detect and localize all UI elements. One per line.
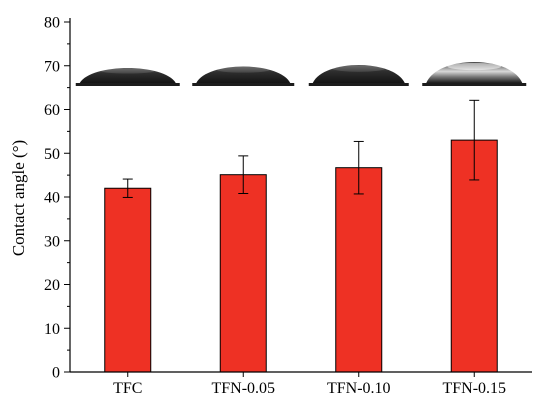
droplet-images-layer xyxy=(76,62,527,86)
x-tick-label: TFN-0.10 xyxy=(327,380,391,396)
water-droplet-image xyxy=(76,68,180,86)
substrate-line xyxy=(422,83,526,86)
y-tick-label: 0 xyxy=(52,365,60,382)
y-tick-label: 60 xyxy=(44,102,60,119)
x-tick-label: TFC xyxy=(113,380,142,396)
water-droplet-image xyxy=(192,67,294,87)
y-tick-label: 40 xyxy=(44,190,60,207)
substrate-line xyxy=(76,83,180,86)
error-bars-layer xyxy=(123,100,480,197)
y-axis-title: Contact angle (°) xyxy=(9,140,28,256)
x-tick-label: TFN-0.15 xyxy=(442,380,506,396)
bar-tfn-0-10 xyxy=(336,168,382,372)
y-tick-label: 50 xyxy=(44,146,60,163)
droplet-highlight xyxy=(447,63,501,70)
y-tick-label: 10 xyxy=(44,321,60,338)
water-droplet-image xyxy=(309,65,409,86)
droplet-highlight xyxy=(217,67,270,73)
y-tick-label: 70 xyxy=(44,58,60,75)
bars-layer xyxy=(105,140,498,372)
bar-tfn-0-05 xyxy=(220,175,266,372)
y-tick-label: 20 xyxy=(44,277,60,294)
x-tick-label: TFN-0.05 xyxy=(211,380,275,396)
substrate-line xyxy=(309,83,409,86)
droplet-highlight xyxy=(333,66,385,72)
droplet-highlight xyxy=(101,68,155,73)
y-tick-label: 30 xyxy=(44,233,60,250)
bar-tfc xyxy=(105,188,151,372)
water-droplet-image xyxy=(422,62,526,86)
substrate-line xyxy=(192,83,294,86)
y-tick-label: 80 xyxy=(44,15,60,32)
